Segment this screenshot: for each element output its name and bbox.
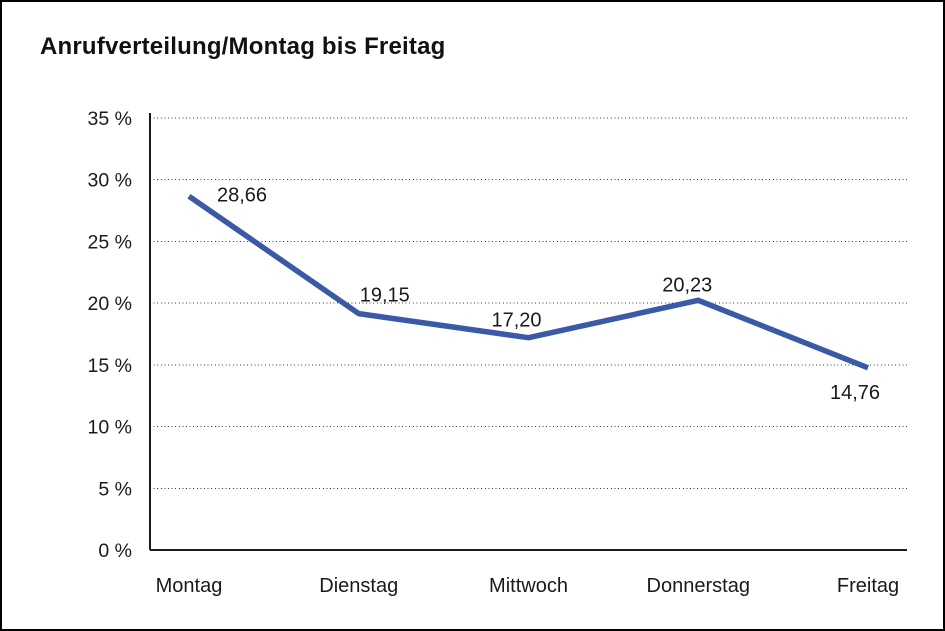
y-tick-label: 35 % <box>88 108 132 130</box>
y-tick-label: 25 % <box>88 231 132 253</box>
y-tick-label: 0 % <box>98 540 132 562</box>
x-category-label: Dienstag <box>319 575 398 597</box>
y-tick-label: 15 % <box>88 355 132 377</box>
x-category-label: Mittwoch <box>489 575 568 597</box>
y-tick-label: 30 % <box>88 170 132 192</box>
data-label: 19,15 <box>360 285 410 307</box>
y-tick-label: 5 % <box>98 478 132 500</box>
y-tick-label: 10 % <box>88 417 132 439</box>
data-label: 20,23 <box>662 274 712 296</box>
data-label: 17,20 <box>491 310 541 332</box>
x-category-label: Donnerstag <box>647 575 750 597</box>
chart-title: Anrufverteilung/Montag bis Freitag <box>40 33 446 60</box>
x-category-label: Montag <box>156 575 223 597</box>
data-label: 14,76 <box>830 382 880 404</box>
x-category-label: Freitag <box>837 575 899 597</box>
series-line <box>187 193 870 371</box>
y-tick-label: 20 % <box>88 293 132 315</box>
data-label: 28,66 <box>217 184 267 206</box>
